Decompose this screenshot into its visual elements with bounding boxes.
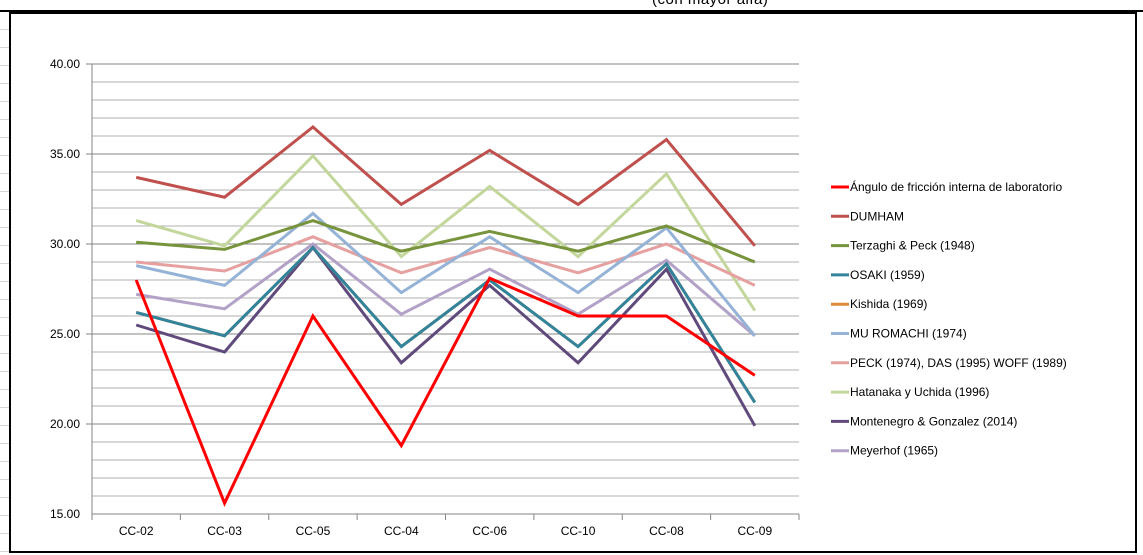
legend-entry-label: Montenegro & Gonzalez (2014)	[850, 414, 1017, 428]
series-line[interactable]	[135, 125, 756, 247]
series-line[interactable]	[135, 245, 757, 404]
series-line[interactable]	[135, 242, 756, 337]
series-line[interactable]	[136, 235, 756, 287]
line-chart: 15.00 20.00 25.00 30.00 35.00 40.00 CC-02 CC-03…	[50, 57, 1067, 538]
series-lines	[134, 125, 757, 507]
x-tick-label: CC-08	[649, 524, 684, 538]
x-tick-label: CC-10	[561, 524, 596, 538]
legend-entry-label: Hatanaka y Uchida (1996)	[850, 385, 989, 399]
x-tick-label: CC-05	[296, 524, 331, 538]
series-line[interactable]	[135, 211, 756, 337]
series-line[interactable]	[134, 276, 756, 507]
legend-entry-label: Ángulo de fricción interna de laboratori…	[850, 179, 1062, 194]
x-tick-label: CC-04	[384, 524, 419, 538]
y-tick-label: 15.00	[50, 507, 80, 521]
cut-off-header-text: (con mayor alfa)	[652, 0, 768, 8]
legend-entry-label: PECK (1974), DAS (1995) WOFF (1989)	[850, 356, 1067, 370]
series-line[interactable]	[136, 219, 756, 264]
y-tick-label: 20.00	[50, 417, 80, 431]
y-tick-label: 40.00	[50, 57, 80, 71]
legend-entry-label: OSAKI (1959)	[850, 268, 925, 282]
x-tick-label: CC-02	[119, 524, 154, 538]
x-tick-label: CC-09	[737, 524, 772, 538]
legend-entry-label: Kishida (1969)	[850, 297, 927, 311]
gridlines	[86, 63, 799, 497]
chart-area[interactable]: 15.00 20.00 25.00 30.00 35.00 40.00 CC-02 CC-03…	[9, 12, 1137, 553]
series-line[interactable]	[135, 245, 757, 427]
legend-entry-label: DUMHAM	[850, 209, 904, 223]
legend-entry-label: Terzaghi & Peck (1948)	[850, 239, 975, 253]
legend-entry-label: Meyerhof (1965)	[850, 444, 938, 458]
legend-entry-label: MU ROMACHI (1974)	[850, 327, 967, 341]
sheet-row-strip	[0, 12, 9, 555]
window-top-bar	[0, 0, 1143, 12]
y-tick-label: 30.00	[50, 237, 80, 251]
y-tick-label: 35.00	[50, 147, 80, 161]
series-line[interactable]	[135, 153, 757, 312]
x-tick-label: CC-06	[472, 524, 507, 538]
legend[interactable]: Ángulo de fricción interna de laboratori…	[831, 179, 1067, 458]
axes: 15.00 20.00 25.00 30.00 35.00 40.00 CC-02 CC-03…	[50, 57, 800, 538]
y-tick-label: 25.00	[50, 327, 80, 341]
x-tick-label: CC-03	[207, 524, 242, 538]
